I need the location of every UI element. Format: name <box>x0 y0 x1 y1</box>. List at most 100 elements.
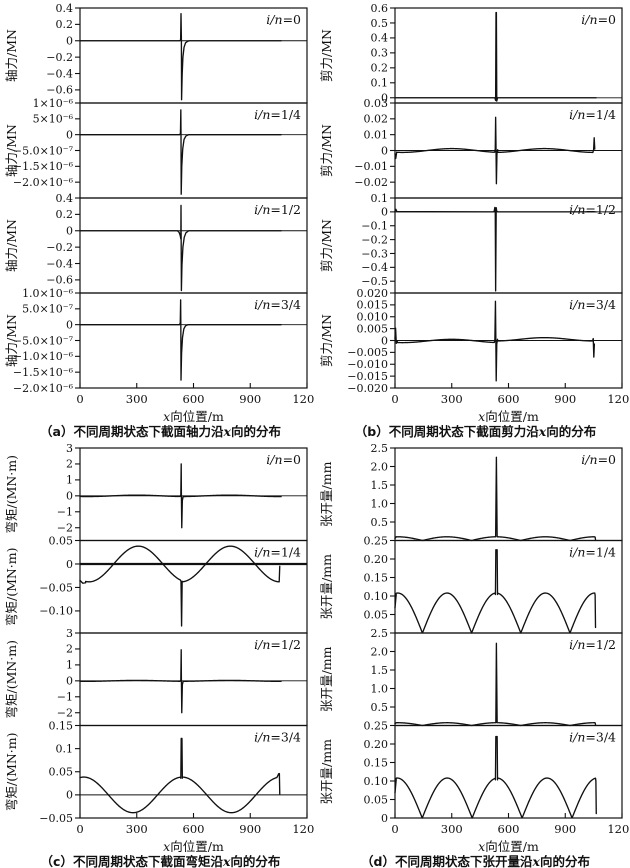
x-tick-label: 600 <box>183 392 205 406</box>
series-curve-c4 <box>79 737 281 814</box>
y-tick-label: −0.005 <box>347 346 388 359</box>
y-axis-label: 弯矩/(MN·m) <box>4 547 19 626</box>
y-tick-label: 0.2 <box>56 208 74 221</box>
y-tick-label: 0.15 <box>364 571 389 584</box>
series-curve-a3 <box>79 204 282 292</box>
caption-italic-x: x <box>532 854 540 868</box>
y-tick-label: 2.0 <box>371 460 389 473</box>
y-tick-label: 0.005 <box>357 322 389 335</box>
x-tick-label: 1200 <box>607 822 630 836</box>
y-tick-label: −0.01 <box>354 160 388 173</box>
y-axis-label: 轴力/MN <box>4 219 19 272</box>
y-axis-label: 剪力/MN <box>319 219 334 272</box>
caption-italic-x: x <box>222 854 231 868</box>
series-curve-c3 <box>79 649 282 714</box>
caption-text: （a）不同周期状态下截面轴力沿 <box>40 424 224 439</box>
panel-b-caption: （b）不同周期状态下截面剪力沿x向的分布 <box>333 421 618 440</box>
panel-a-plot: 0.4 0.2 0 −0.2 −0.4 −0.6 轴力/MN i/n=0 1×10⁻⁶ 5×10⁻… <box>4 2 315 406</box>
y-tick-label: 0.1 <box>371 192 389 205</box>
y-tick-label: 0.25 <box>364 534 389 547</box>
y-tick-label: 1.0 <box>371 682 389 695</box>
x-tick-label: 0 <box>391 822 398 836</box>
series-curve-a4 <box>79 299 282 381</box>
y-tick-label: −0.2 <box>46 241 73 254</box>
subplot-annotation: i/n=3/4 <box>569 297 616 312</box>
y-axis-label: 弯矩/(MN·m) <box>4 455 19 534</box>
y-tick-label: 0.020 <box>357 287 389 300</box>
x-tick-label: 300 <box>126 822 148 836</box>
subplot-annotation: i/n=1/2 <box>254 637 301 652</box>
panel-c-caption: （c）不同周期状态下截面弯矩沿x向的分布 <box>18 851 303 868</box>
xlabel-rest: 向位置/m <box>170 839 224 854</box>
panel-d-plot: 2.5 2.0 1.5 1.0 0.5 张开量/mm i/n=0 0.25 0.20 0.15 0.… <box>319 442 630 836</box>
y-tick-label: 0.010 <box>357 311 389 324</box>
panel-b: 0.6 0.5 0.4 0.3 0.2 0.1 0 剪力/MN i/n=0 0.03 0.02 0.0… <box>315 0 630 440</box>
caption-text: 向的分布 <box>230 854 281 868</box>
y-tick-label: 0.2 <box>56 18 74 31</box>
subplot-annotation: i/n=0 <box>266 452 301 467</box>
y-tick-label: 1×10⁻⁶ <box>33 97 74 110</box>
series-curve-b3 <box>394 206 597 292</box>
y-tick-label: 0 <box>381 92 388 105</box>
x-tick-label: 300 <box>441 822 463 836</box>
caption-text: 向的分布 <box>539 854 590 868</box>
y-tick-label: −0.02 <box>354 176 388 189</box>
x-tick-label: 900 <box>239 392 261 406</box>
y-tick-label: 0.02 <box>364 113 389 126</box>
panel-a: 0.4 0.2 0 −0.2 −0.4 −0.6 轴力/MN i/n=0 1×10⁻⁶ 5×10⁻… <box>0 0 315 440</box>
y-tick-label: −1 <box>57 691 73 704</box>
caption-text: 向的分布 <box>546 424 597 439</box>
xlabel-italic-x: x <box>163 409 171 424</box>
xlabel-italic-x: x <box>163 839 171 854</box>
y-tick-label: 0.05 <box>49 534 74 547</box>
panel-c: 3 2 1 0 −1 −2 弯矩/(MN·m) i/n=0 0.05 0 −0.05 −0.10 弯矩/… <box>0 440 315 868</box>
x-tick-label: 600 <box>498 822 520 836</box>
y-tick-label: 0 <box>66 318 73 331</box>
y-tick-label: 0.1 <box>371 77 389 90</box>
y-axis-label: 轴力/MN <box>4 314 19 367</box>
y-tick-label: −0.015 <box>347 370 388 383</box>
y-tick-label: 0 <box>66 35 73 48</box>
y-tick-label: 1.5 <box>371 664 389 677</box>
panel-b-plot: 0.60.50.40.30.20.10剪力/MNi/n=00.030.020.0… <box>319 2 630 406</box>
y-tick-label: 0.05 <box>364 608 389 621</box>
y-tick-label: 0.15 <box>364 756 389 769</box>
series-curve-d4 <box>394 735 597 819</box>
subplot-annotation: i/n=0 <box>581 452 616 467</box>
y-tick-label: −2 <box>57 707 73 720</box>
y-tick-label: −5.0×10⁻⁷ <box>13 144 74 157</box>
subplot-annotation: i/n=3/4 <box>569 730 616 745</box>
y-tick-label: −1.5×10⁻⁶ <box>13 366 74 379</box>
y-tick-label: 2 <box>66 458 73 471</box>
caption-text: （c）不同周期状态下截面弯矩沿 <box>40 854 223 868</box>
y-axis-label: 轴力/MN <box>4 29 19 82</box>
series-curve-b1 <box>394 11 597 102</box>
subplot-annotation: i/n=1/2 <box>569 637 616 652</box>
y-tick-label: −1.0×10⁻⁶ <box>13 350 74 363</box>
y-tick-label: −2.0×10⁻⁶ <box>13 176 74 189</box>
series-curve-a2 <box>79 109 282 195</box>
caption-text: （b）不同周期状态下截面剪力沿 <box>354 424 539 439</box>
xlabel-italic-x: x <box>478 409 486 424</box>
xlabel-rest: 向位置/m <box>170 409 224 424</box>
subplot-annotation: i/n=0 <box>266 12 301 27</box>
y-tick-label: 0.5 <box>371 17 389 30</box>
y-tick-label: 0.15 <box>49 719 74 732</box>
y-tick-label: 2.0 <box>371 645 389 658</box>
x-tick-label: 900 <box>554 822 576 836</box>
y-tick-label: −0.3 <box>361 247 388 260</box>
y-tick-label: −0.5 <box>361 275 388 288</box>
y-tick-label: −1.5×10⁻⁶ <box>13 160 74 173</box>
y-tick-label: 0.015 <box>357 299 389 312</box>
y-tick-label: 0 <box>66 490 73 503</box>
y-tick-label: −0.05 <box>39 812 73 825</box>
xlabel-rest: 向位置/m <box>485 839 539 854</box>
y-tick-label: 0.20 <box>364 738 389 751</box>
series-curve-b2 <box>394 116 596 185</box>
x-tick-label: 600 <box>183 822 205 836</box>
y-axis-label: 剪力/MN <box>319 29 334 82</box>
y-tick-label: 0.05 <box>49 766 74 779</box>
subplot-annotation: i/n=1/2 <box>569 202 616 217</box>
y-axis-label: 张开量/mm <box>319 739 334 805</box>
